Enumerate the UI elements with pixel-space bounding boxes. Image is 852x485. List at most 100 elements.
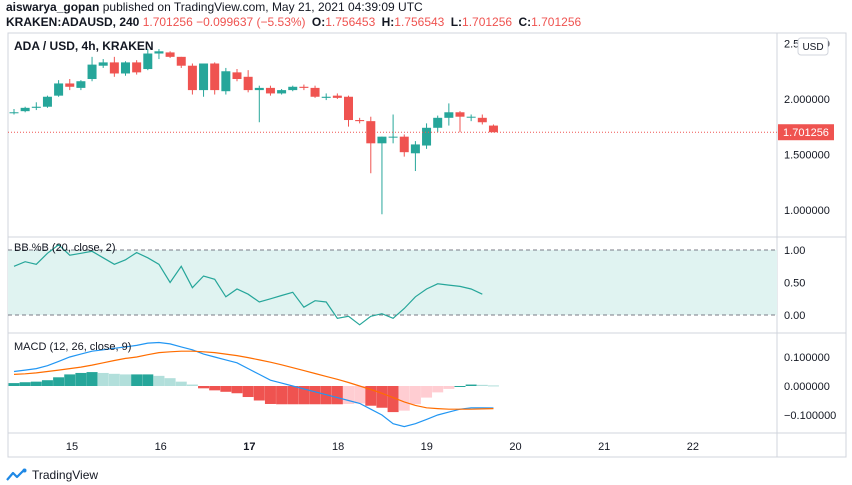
time-tick-label: 17 [243, 441, 255, 453]
candle-body [321, 96, 331, 98]
candle-body [187, 65, 197, 91]
price-tick-label: 1.500000 [784, 149, 830, 161]
macd-histogram-bar [53, 377, 65, 386]
macd-histogram-bar [209, 386, 221, 391]
symbol-label: KRAKEN:ADAUSD, 240 [6, 15, 140, 29]
price-chart-title: ADA / USD, 4h, KRAKEN [14, 39, 154, 53]
currency-badge[interactable]: USD [797, 37, 829, 56]
price-tick-label: 1.000000 [784, 205, 830, 217]
bb-tick-label: 0.50 [784, 278, 805, 290]
candle-body [199, 63, 209, 91]
macd-histogram-bar [75, 372, 87, 386]
candle-body [277, 90, 287, 94]
candle-body [210, 63, 220, 91]
candle-body [332, 95, 342, 98]
candle-body [243, 76, 253, 91]
close-label: C: [518, 15, 532, 29]
macd-histogram-bar [175, 381, 187, 386]
macd-histogram-bar [164, 378, 176, 386]
price-pane[interactable]: 1.701256 [8, 49, 834, 215]
macd-histogram-bar [287, 386, 299, 405]
candle-body [488, 125, 498, 133]
macd-tick-label: 0.000000 [784, 381, 830, 393]
close-value: 1.701256 [531, 15, 582, 29]
macd-histogram-bar [264, 386, 276, 404]
macd-histogram-bar [376, 386, 388, 408]
candle-body [265, 87, 275, 94]
candle-body [477, 117, 487, 123]
macd-histogram-bar [220, 386, 232, 392]
publish-info: aiswarya_gopan published on TradingView.… [6, 0, 423, 14]
price-change: −0.099637 (−5.53%) [196, 15, 306, 29]
macd-histogram-bar [242, 386, 254, 398]
candle-body [176, 56, 186, 66]
time-tick-label: 22 [687, 441, 699, 453]
candle-body [9, 112, 19, 114]
low-label: L: [450, 15, 463, 29]
tradingview-logo-icon [6, 468, 27, 481]
low-value: 1.701256 [462, 15, 513, 29]
macd-histogram-bar [8, 383, 20, 386]
candle-body [466, 116, 476, 118]
currency-badge-label: USD [802, 42, 823, 53]
candle-body [388, 136, 398, 138]
candle-body [121, 62, 130, 74]
candle-body [42, 96, 52, 107]
macd-histogram-bar [64, 374, 76, 386]
author-name[interactable]: aiswarya_gopan [6, 0, 100, 14]
candle-body [366, 121, 376, 144]
macd-histogram-bar [454, 386, 466, 387]
macd-histogram-bar [432, 386, 444, 393]
candle-body [310, 87, 320, 97]
macd-histogram-bar [86, 372, 98, 386]
signal-line [13, 350, 494, 410]
candle-body [299, 86, 309, 88]
candle-body [455, 112, 465, 117]
candle-body [377, 136, 387, 144]
candle-body [143, 53, 153, 70]
tradingview-logo[interactable]: TradingView [6, 466, 98, 484]
high-value: 1.756543 [394, 15, 445, 29]
candle-body [355, 120, 365, 122]
macd-histogram-bar [41, 380, 53, 386]
bb-tick-label: 1.00 [784, 245, 805, 257]
time-tick-label: 18 [332, 441, 344, 453]
macd-histogram-bar [365, 386, 377, 406]
time-tick-label: 21 [598, 441, 610, 453]
bb-band-fill [8, 250, 777, 315]
candle-body [154, 51, 164, 54]
macd-tick-label: 0.100000 [784, 352, 830, 364]
open-value: 1.756453 [325, 15, 376, 29]
candle-body [344, 96, 353, 121]
macd-histogram-bar [331, 386, 343, 405]
macd-title: MACD (12, 26, close, 9) [14, 341, 131, 353]
macd-histogram-bar [298, 386, 310, 405]
bb-percent-line [13, 244, 483, 326]
candle-body [54, 83, 64, 96]
macd-histogram-bar [97, 372, 109, 386]
macd-histogram-bar [465, 384, 477, 386]
time-tick-label: 20 [509, 441, 521, 453]
macd-histogram-bar [398, 386, 410, 411]
macd-histogram-bar [276, 386, 288, 405]
macd-histogram-bar [108, 373, 120, 386]
macd-histogram-bar [131, 374, 143, 386]
candle-body [76, 81, 86, 88]
macd-histogram-bar [198, 386, 210, 389]
candle-body [20, 107, 30, 112]
macd-histogram-bar [231, 386, 243, 394]
bb-tick-label: 0.00 [784, 310, 805, 322]
published-text: published on TradingView.com, May 21, 20… [102, 0, 423, 14]
macd-histogram-bar [120, 374, 131, 386]
bb-pane[interactable] [8, 244, 777, 326]
macd-tick-label: −0.100000 [784, 410, 836, 422]
candle-body [31, 106, 41, 108]
candle-body [98, 62, 108, 66]
macd-histogram-bar [142, 374, 154, 386]
macd-pane[interactable] [8, 341, 499, 428]
candle-body [254, 87, 264, 91]
candle-body [109, 62, 119, 74]
macd-histogram-bar [186, 384, 198, 386]
macd-line [13, 341, 494, 428]
